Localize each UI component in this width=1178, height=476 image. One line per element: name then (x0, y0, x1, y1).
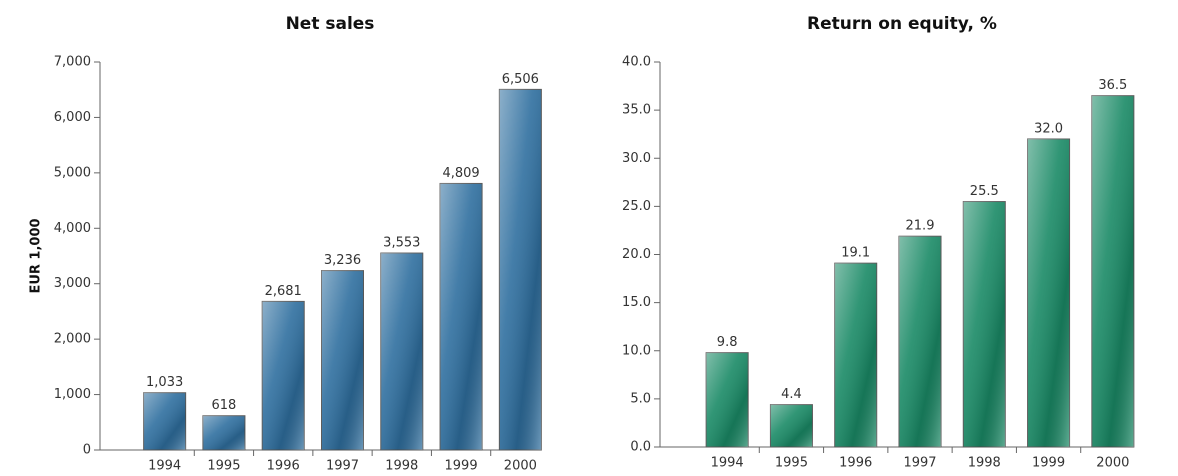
bar (705, 352, 749, 448)
x-tick-label: 1995 (775, 456, 808, 471)
bar (261, 300, 305, 451)
x-tick-label: 1998 (968, 456, 1001, 471)
x-tick-label: 2000 (504, 459, 537, 474)
y-tick-label: 30.0 (622, 151, 651, 166)
chart-title: Return on equity, % (807, 14, 997, 34)
value-label: 6,506 (502, 72, 539, 87)
bar (1091, 95, 1135, 448)
x-tick-label: 1997 (326, 459, 359, 474)
bar (769, 404, 813, 448)
x-tick-label: 1994 (711, 456, 744, 471)
x-tick-label: 1997 (903, 456, 936, 471)
value-label: 9.8 (717, 335, 738, 350)
y-tick-label: 0.0 (630, 440, 651, 455)
value-label: 2,681 (265, 284, 302, 299)
value-label: 4.4 (781, 387, 802, 402)
x-tick-label: 1998 (385, 459, 418, 474)
bar (143, 392, 187, 451)
y-tick-label: 3,000 (54, 276, 91, 291)
y-tick-label: 0 (83, 443, 91, 458)
bar (439, 182, 483, 451)
bar (1027, 138, 1071, 448)
y-tick-label: 40.0 (622, 55, 651, 70)
bar (202, 415, 246, 451)
value-label: 618 (212, 398, 237, 413)
y-tick-label: 4,000 (54, 221, 91, 236)
x-tick-label: 1994 (148, 459, 181, 474)
value-label: 32.0 (1034, 122, 1063, 137)
y-axis-label: EUR 1,000 (29, 218, 44, 293)
y-tick-label: 2,000 (54, 332, 91, 347)
y-tick-label: 5.0 (630, 391, 651, 406)
y-tick-label: 10.0 (622, 343, 651, 358)
value-label: 1,033 (146, 375, 183, 390)
bar (498, 88, 542, 451)
bar (898, 235, 942, 448)
chart-title: Net sales (286, 14, 375, 34)
bar (321, 270, 364, 451)
bar (834, 262, 878, 448)
x-tick-label: 1995 (207, 459, 240, 474)
value-label: 36.5 (1098, 78, 1127, 93)
bar (380, 252, 424, 451)
y-tick-label: 5,000 (54, 165, 91, 180)
y-tick-label: 20.0 (622, 247, 651, 262)
y-tick-label: 6,000 (54, 110, 91, 125)
y-tick-label: 15.0 (622, 295, 651, 310)
x-tick-label: 1996 (267, 459, 300, 474)
value-label: 4,809 (442, 166, 479, 181)
y-tick-label: 1,000 (54, 387, 91, 402)
x-tick-label: 1996 (839, 456, 872, 471)
x-tick-label: 2000 (1096, 456, 1129, 471)
y-tick-label: 7,000 (54, 55, 91, 70)
bar (962, 201, 1006, 448)
x-tick-label: 1999 (445, 459, 478, 474)
value-label: 3,236 (324, 253, 361, 268)
value-label: 19.1 (841, 246, 870, 261)
value-label: 21.9 (906, 219, 935, 234)
y-tick-label: 35.0 (622, 103, 651, 118)
y-tick-label: 25.0 (622, 199, 651, 214)
value-label: 25.5 (970, 184, 999, 199)
value-label: 3,553 (383, 236, 420, 251)
x-tick-label: 1999 (1032, 456, 1065, 471)
